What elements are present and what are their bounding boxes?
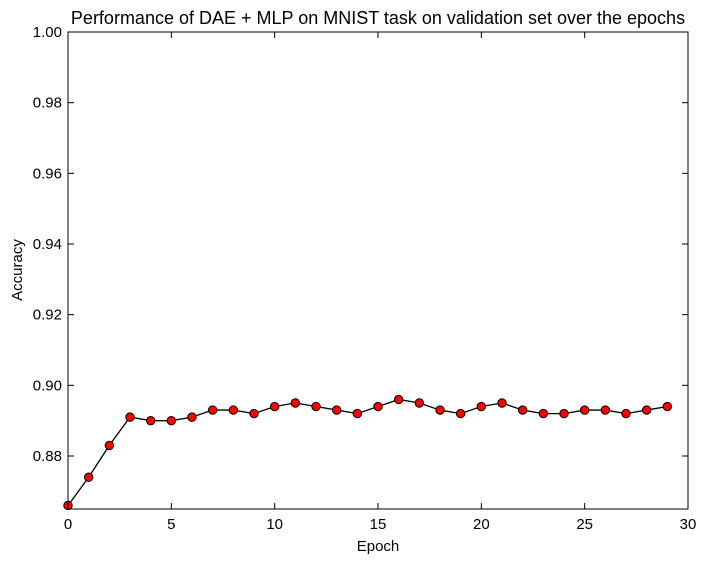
data-point xyxy=(621,408,631,419)
x-axis: 0 5 10 15 20 25 30 xyxy=(64,32,697,533)
data-point xyxy=(559,408,569,419)
plot-area xyxy=(63,394,673,511)
y-tick-label: 1.00 xyxy=(33,24,62,41)
y-tick-label: 0.92 xyxy=(33,307,62,324)
chart-title: Performance of DAE + MLP on MNIST task o… xyxy=(71,8,685,28)
data-point xyxy=(393,394,404,405)
data-point xyxy=(290,398,301,408)
x-tick-label: 15 xyxy=(370,516,387,533)
y-axis-label: Accuracy xyxy=(9,239,26,301)
data-point xyxy=(538,408,549,419)
data-point xyxy=(331,405,342,415)
x-tick-label: 25 xyxy=(576,516,593,533)
series-line xyxy=(67,398,668,506)
data-point xyxy=(600,405,611,415)
x-tick-label: 10 xyxy=(266,516,283,533)
y-tick-label: 0.94 xyxy=(33,236,62,253)
data-point xyxy=(476,401,487,412)
data-point xyxy=(414,398,425,408)
data-point xyxy=(435,405,445,415)
data-point xyxy=(641,405,652,415)
data-point xyxy=(83,472,94,482)
data-point xyxy=(455,408,466,419)
data-point xyxy=(249,408,259,419)
x-tick-label: 5 xyxy=(167,516,175,533)
data-point xyxy=(166,415,177,426)
x-tick-label: 0 xyxy=(64,516,72,533)
y-tick-label: 0.98 xyxy=(33,95,62,112)
data-point xyxy=(662,401,673,412)
y-axis: 0.88 0.90 0.92 0.94 0.96 0.98 1.00 xyxy=(33,24,688,465)
x-axis-label: Epoch xyxy=(357,538,400,555)
data-point xyxy=(187,412,197,422)
data-point xyxy=(311,401,321,412)
x-tick-label: 30 xyxy=(680,516,697,533)
data-point xyxy=(517,405,528,415)
data-point xyxy=(207,405,218,415)
data-point xyxy=(352,408,363,419)
y-tick-label: 0.88 xyxy=(33,448,62,465)
data-point xyxy=(269,401,280,412)
data-point xyxy=(579,405,590,415)
x-tick-label: 20 xyxy=(473,516,490,533)
data-point xyxy=(228,405,239,415)
data-point xyxy=(104,440,115,451)
plot-frame xyxy=(67,31,689,510)
data-point xyxy=(145,415,156,426)
data-point xyxy=(497,398,507,408)
y-tick-label: 0.96 xyxy=(33,165,62,182)
data-point xyxy=(373,401,383,412)
y-tick-label: 0.90 xyxy=(33,377,62,394)
data-point xyxy=(125,412,135,422)
